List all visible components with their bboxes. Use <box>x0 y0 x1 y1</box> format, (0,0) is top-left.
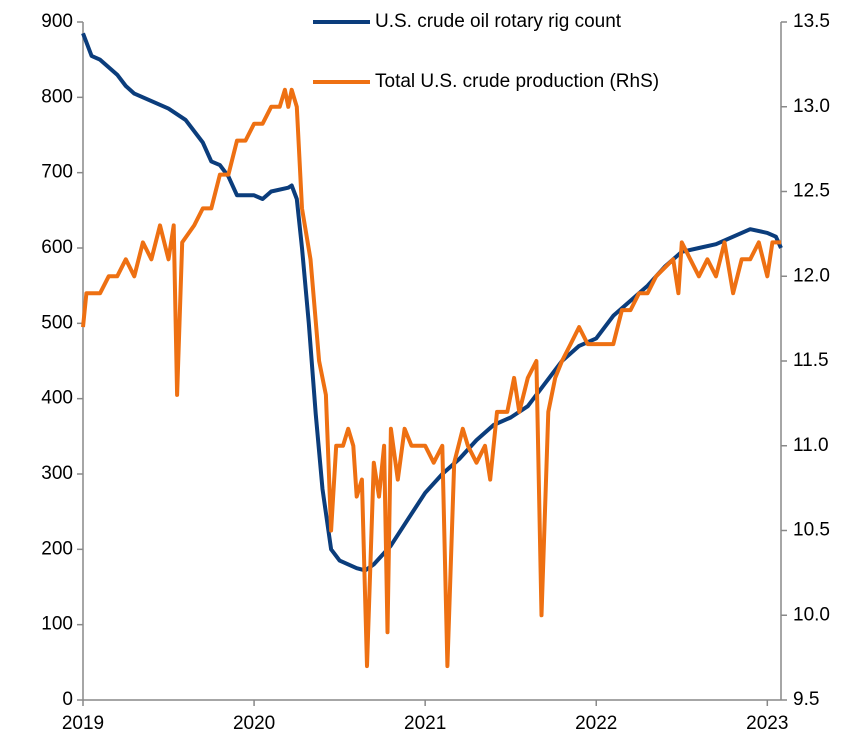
y-tick-label: 500 <box>41 312 73 333</box>
y2-tick-label: 10.5 <box>793 520 830 541</box>
y2-tick-label: 11.5 <box>793 350 829 371</box>
y-tick-label: 100 <box>41 614 73 635</box>
series-line <box>81 32 783 573</box>
y2-tick-label: 9.5 <box>793 689 819 710</box>
y2-tick-label: 12.0 <box>793 265 830 286</box>
y2-tick-label: 13.5 <box>793 11 830 32</box>
y-tick-label: 800 <box>41 86 73 107</box>
y-tick-label: 700 <box>41 162 73 183</box>
x-tick-label: 2020 <box>233 713 275 734</box>
x-tick-label: 2021 <box>404 713 446 734</box>
y2-tick-label: 10.0 <box>793 604 830 625</box>
y-tick-label: 600 <box>41 237 73 258</box>
y2-tick-label: 11.0 <box>793 435 829 456</box>
y-tick-label: 400 <box>41 388 73 409</box>
y-tick-label: 900 <box>41 11 73 32</box>
y2-tick-label: 12.5 <box>793 181 830 202</box>
y-tick-label: 300 <box>41 463 73 484</box>
legend-label: U.S. crude oil rotary rig count <box>375 11 622 32</box>
x-tick-label: 2019 <box>62 713 104 734</box>
series-line <box>81 87 781 669</box>
x-tick-label: 2022 <box>575 713 617 734</box>
x-tick-label: 2023 <box>746 713 788 734</box>
legend-label: Total U.S. crude production (RhS) <box>375 71 659 92</box>
y2-tick-label: 13.0 <box>793 96 830 117</box>
y-tick-label: 200 <box>41 538 73 559</box>
y-tick-label: 0 <box>62 689 73 710</box>
